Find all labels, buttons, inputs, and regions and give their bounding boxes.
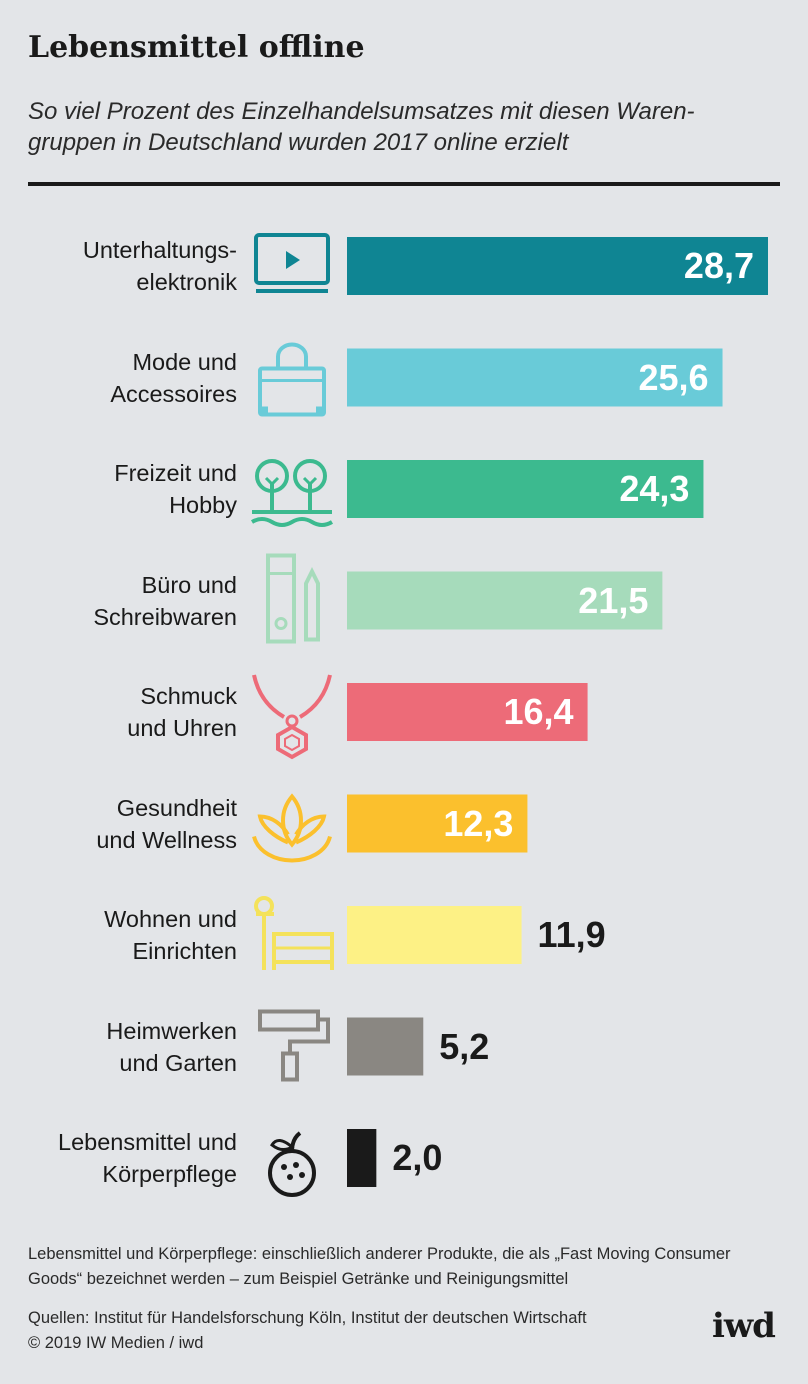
- bar-6: [347, 906, 522, 964]
- value-label: 25,6: [638, 356, 709, 398]
- bar-8: [347, 1129, 377, 1187]
- value-label: 5,2: [439, 1025, 490, 1067]
- binder-pencil-icon: [266, 553, 320, 644]
- bar-5: [347, 794, 528, 853]
- footnote: Lebensmittel und Körperpflege: einschlie…: [28, 1245, 731, 1288]
- bar-1: [347, 348, 723, 407]
- chart-subtitle: So viel Prozent des Einzelhandelsumsatze…: [28, 98, 695, 156]
- category-label: Freizeit und Hobby: [114, 460, 237, 518]
- source-credit: Quellen: Institut für Handelsforschung K…: [28, 1309, 587, 1352]
- category-label: Unterhaltungs- elektronik: [82, 237, 237, 295]
- category-label: Wohnen und Einrichten: [104, 906, 237, 964]
- value-label: 2,0: [392, 1137, 443, 1178]
- iwd-logo: iwd: [712, 1306, 776, 1346]
- chart-title: Lebensmittel offline: [28, 30, 365, 65]
- bed-icon: [254, 896, 334, 970]
- category-label: Mode und Accessoires: [110, 348, 237, 407]
- fruit-icon: [268, 1131, 316, 1197]
- category-label: Schmuck und Uhren: [127, 683, 237, 741]
- necklace-icon: [252, 674, 332, 760]
- handbag-icon: [258, 342, 326, 417]
- value-label: 11,9: [537, 914, 606, 955]
- category-label: Heimwerken und Garten: [106, 1017, 237, 1076]
- bar-4: [347, 683, 588, 741]
- value-label: 16,4: [503, 691, 574, 732]
- trees-icon: [250, 459, 334, 527]
- title-divider: [28, 182, 780, 186]
- paint-roller-icon: [258, 1009, 330, 1082]
- value-label: 12,3: [443, 802, 514, 844]
- category-label: Lebensmittel und Körperpflege: [58, 1129, 237, 1187]
- category-label: Büro und Schreibwaren: [93, 571, 237, 630]
- bar-3: [347, 571, 663, 630]
- bar-0: [347, 237, 768, 295]
- value-label: 21,5: [578, 579, 649, 621]
- bar-2: [347, 460, 704, 518]
- lotus-icon: [252, 793, 332, 863]
- category-label: Gesundheit und Wellness: [96, 794, 237, 853]
- value-label: 24,3: [619, 468, 690, 509]
- bar-chart: [250, 233, 768, 1197]
- bar-7: [347, 1017, 424, 1076]
- tv-icon: [254, 233, 330, 293]
- value-label: 28,7: [683, 245, 754, 286]
